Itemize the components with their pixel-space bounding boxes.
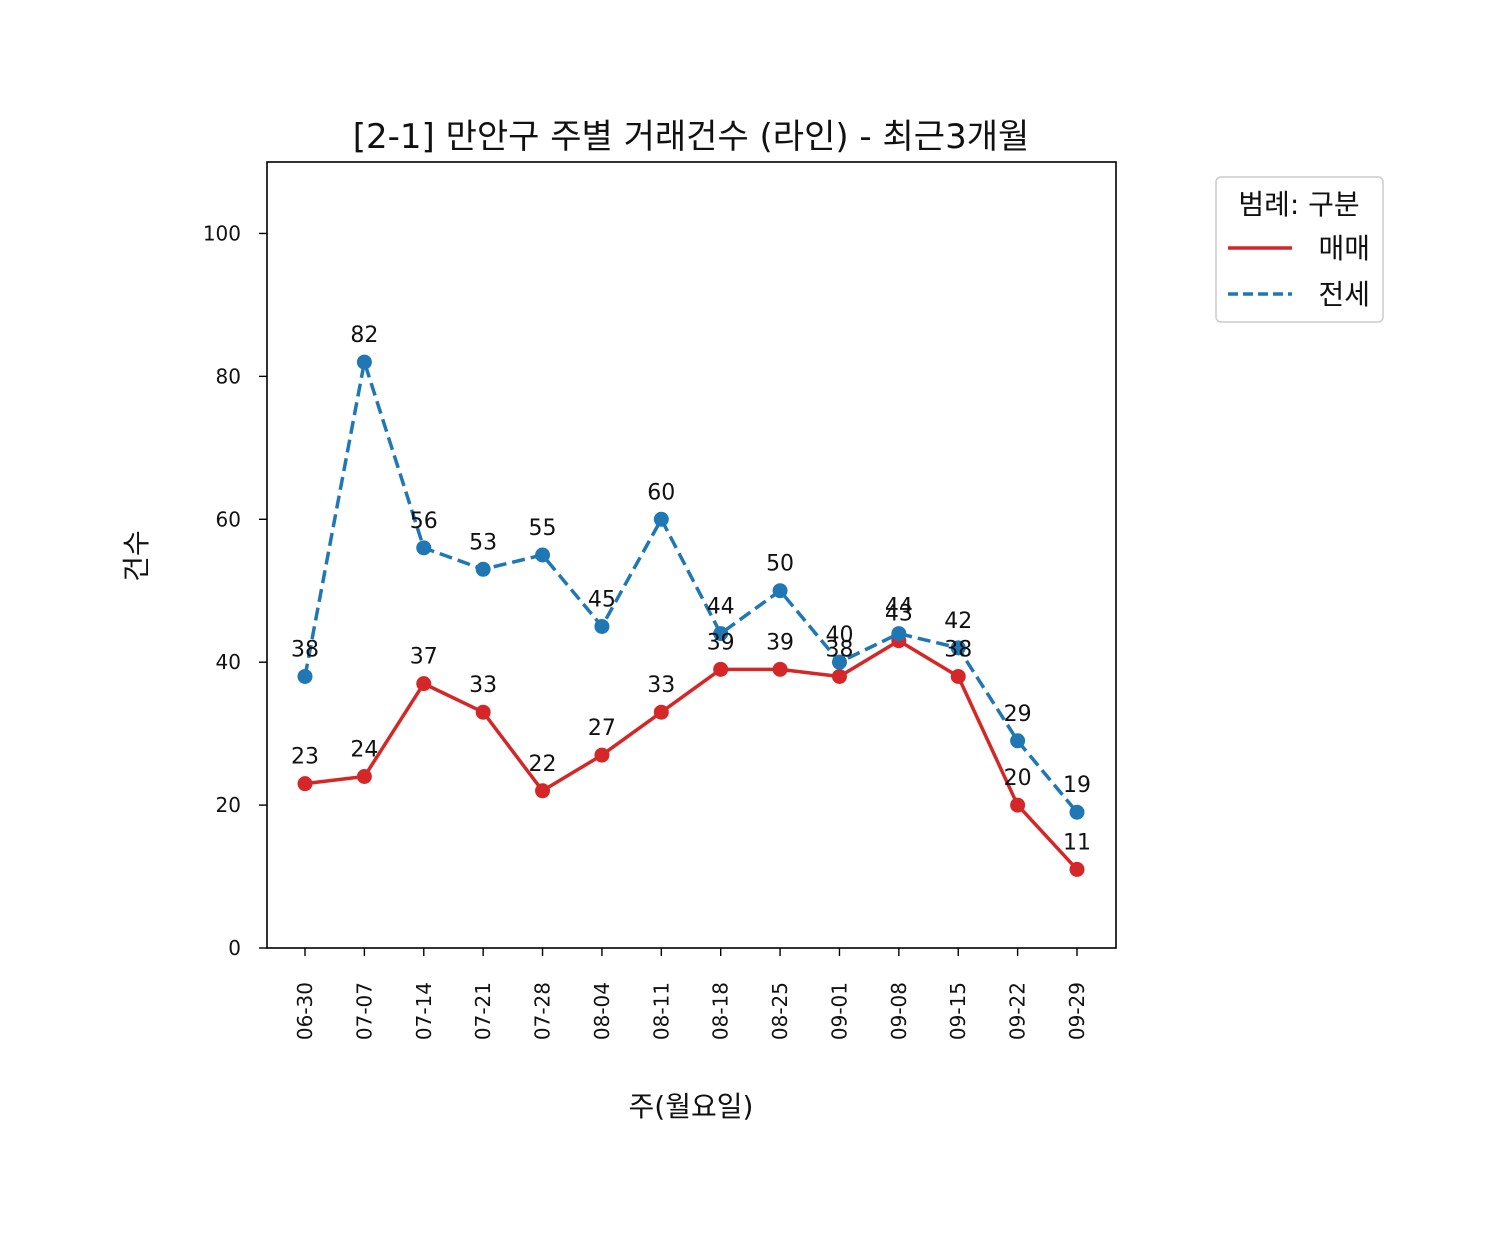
data-label: 60 xyxy=(647,480,675,505)
data-label: 39 xyxy=(766,630,794,655)
legend-box xyxy=(1215,176,1384,323)
chart-title: [2-1] 만안구 주별 거래건수 (라인) - 최근3개월 xyxy=(353,117,1030,157)
data-label: 53 xyxy=(469,530,497,555)
data-point xyxy=(594,618,610,634)
x-axis-title: 주(월요일) xyxy=(629,1090,754,1123)
y-tick-label: 60 xyxy=(216,507,241,531)
data-point xyxy=(356,354,372,370)
data-point xyxy=(653,511,669,527)
x-tick-label: 07-21 xyxy=(471,982,495,1040)
data-point xyxy=(594,747,610,763)
x-axis: 06-30 07-07 07-14 07-21 07-28 08-04 08-11 08-18… xyxy=(293,948,1089,1040)
plot-area xyxy=(266,161,1117,949)
data-label: 44 xyxy=(885,595,913,620)
x-tick-label: 06-30 xyxy=(293,982,317,1040)
y-tick-label: 0 xyxy=(228,936,241,960)
data-point xyxy=(1010,797,1026,813)
x-tick-label: 07-28 xyxy=(531,982,555,1040)
data-label: 23 xyxy=(291,745,319,770)
data-label: 45 xyxy=(588,587,616,612)
data-label: 37 xyxy=(410,645,438,670)
data-label: 24 xyxy=(350,738,378,763)
data-label: 55 xyxy=(529,516,557,541)
data-point xyxy=(831,668,847,684)
series-line xyxy=(303,360,1079,814)
data-point xyxy=(475,704,491,720)
data-label: 38 xyxy=(825,637,853,662)
data-point xyxy=(1069,861,1085,877)
series-layer xyxy=(297,354,1085,877)
y-tick-label: 100 xyxy=(203,221,241,245)
y-tick-label: 80 xyxy=(216,364,241,388)
data-point xyxy=(831,654,847,670)
data-label: 40 xyxy=(825,623,853,648)
data-point xyxy=(772,661,788,677)
legend-item-label: 전세 xyxy=(1318,278,1370,311)
data-point xyxy=(297,668,313,684)
data-point xyxy=(535,783,551,799)
data-label: 43 xyxy=(885,602,913,627)
y-tick-label: 20 xyxy=(216,793,241,817)
x-tick-label: 07-14 xyxy=(412,982,436,1040)
x-tick-label: 07-07 xyxy=(352,982,376,1040)
data-label: 33 xyxy=(469,673,497,698)
data-point xyxy=(416,676,432,692)
data-label: 42 xyxy=(944,609,972,634)
data-point xyxy=(950,668,966,684)
x-tick-label: 08-11 xyxy=(649,982,673,1040)
data-label: 27 xyxy=(588,716,616,741)
data-point xyxy=(416,540,432,556)
data-label: 11 xyxy=(1063,830,1091,855)
data-point xyxy=(772,583,788,599)
x-tick-label: 09-08 xyxy=(887,982,911,1040)
data-point xyxy=(1069,804,1085,820)
data-label: 29 xyxy=(1004,702,1032,727)
x-tick-label: 09-01 xyxy=(827,982,851,1040)
data-label: 50 xyxy=(766,552,794,577)
legend-item-label: 매매 xyxy=(1318,232,1370,265)
y-tick-label: 40 xyxy=(216,650,241,674)
series-2 xyxy=(297,354,1085,820)
x-tick-label: 08-18 xyxy=(709,982,733,1040)
data-label: 38 xyxy=(291,637,319,662)
data-label: 38 xyxy=(944,637,972,662)
data-label: 33 xyxy=(647,673,675,698)
series-line xyxy=(304,638,1079,871)
data-point xyxy=(475,561,491,577)
data-labels: 23 24 37 33 22 27 33 39 39 38 43 38 20 11 38 82 56 53 55 45… xyxy=(291,323,1091,855)
y-axis: 0 20 40 60 80 100 xyxy=(203,221,267,960)
data-point xyxy=(1010,733,1026,749)
data-label: 22 xyxy=(529,752,557,777)
data-point xyxy=(950,640,966,656)
data-point xyxy=(713,626,729,642)
y-axis-title: 건수 xyxy=(120,530,153,582)
data-point xyxy=(891,626,907,642)
data-point xyxy=(713,661,729,677)
x-tick-label: 08-04 xyxy=(590,982,614,1040)
data-point xyxy=(297,776,313,792)
data-label: 39 xyxy=(707,630,735,655)
data-point xyxy=(356,769,372,785)
data-point xyxy=(653,704,669,720)
legend-title: 범례: 구분 xyxy=(1238,188,1359,221)
data-label: 20 xyxy=(1004,766,1032,791)
x-tick-label: 09-29 xyxy=(1065,982,1089,1040)
x-tick-label: 08-25 xyxy=(768,982,792,1040)
data-label: 19 xyxy=(1063,773,1091,798)
data-label: 82 xyxy=(350,323,378,348)
data-point xyxy=(535,547,551,563)
x-tick-label: 09-15 xyxy=(946,982,970,1040)
data-label: 44 xyxy=(707,595,735,620)
x-tick-label: 09-22 xyxy=(1006,982,1030,1040)
data-label: 56 xyxy=(410,509,438,534)
series-1 xyxy=(297,633,1085,877)
